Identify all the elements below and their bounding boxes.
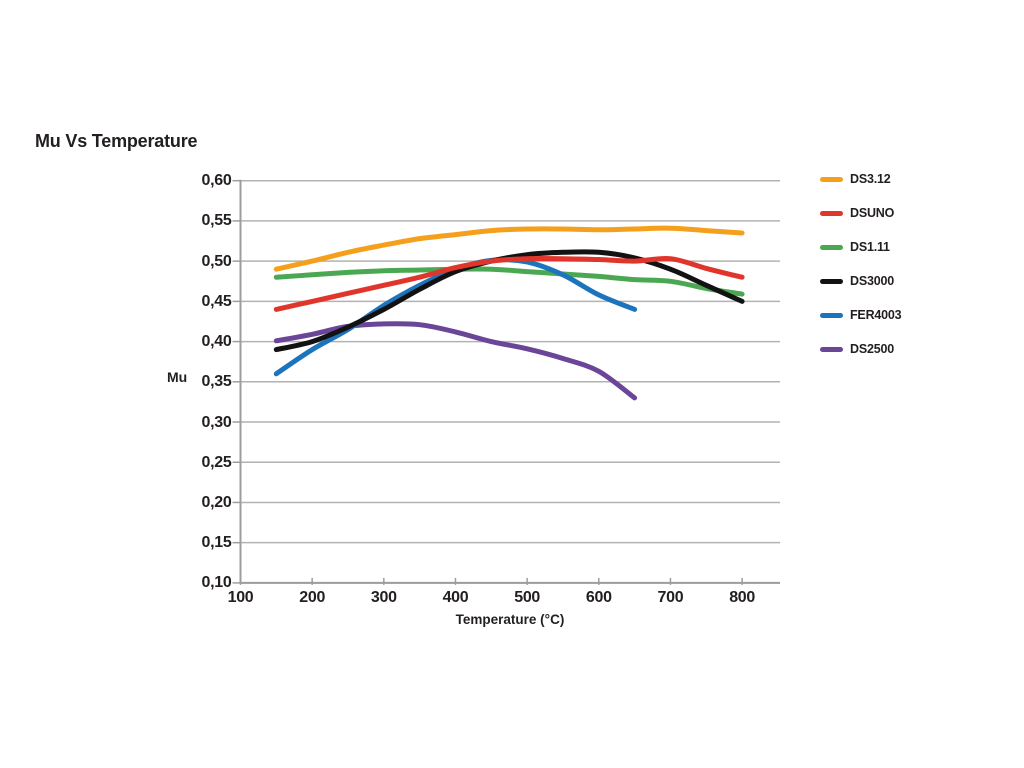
x-tick-label: 200 (299, 588, 326, 606)
x-tick-label: 400 (442, 588, 469, 606)
y-tick-label: 0,55 (201, 212, 232, 230)
x-tick-label: 500 (514, 588, 541, 606)
x-tick-label: 800 (729, 588, 755, 606)
series-line-DSUNO (273, 255, 745, 312)
series-line-DS1.11 (273, 266, 745, 297)
chart-title: Mu Vs Temperature (35, 131, 198, 151)
series-line-DS3.12 (273, 225, 745, 272)
y-tick-label: 0,25 (201, 453, 232, 471)
y-axis-title: Mu (167, 369, 188, 385)
y-tick-label: 0,10 (201, 574, 232, 592)
x-tick-label: 100 (227, 588, 254, 606)
x-axis-title: Temperature (°C) (455, 612, 565, 627)
x-tick-label: 700 (657, 588, 684, 606)
series-line-DS2500 (273, 321, 638, 401)
y-tick-label: 0,60 (201, 172, 232, 190)
y-tick-label: 0,40 (201, 333, 232, 351)
y-tick-label: 0,50 (201, 252, 232, 270)
y-tick-label: 0,35 (201, 373, 232, 391)
x-tick-label: 300 (370, 588, 397, 606)
y-tick-label: 0,20 (201, 493, 232, 511)
y-tick-label: 0,45 (201, 292, 232, 310)
y-tick-label: 0,30 (201, 413, 232, 431)
y-tick-label: 0,15 (201, 534, 232, 552)
x-tick-label: 600 (585, 588, 612, 606)
